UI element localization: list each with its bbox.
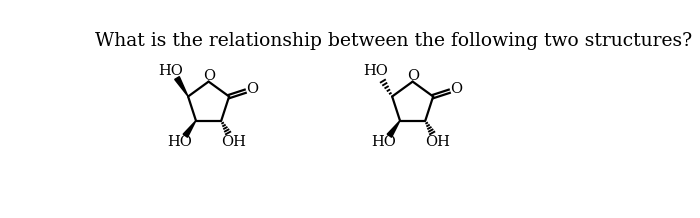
- Text: O: O: [450, 82, 462, 96]
- Text: What is the relationship between the following two structures?: What is the relationship between the fol…: [95, 32, 692, 50]
- Text: O: O: [246, 82, 258, 96]
- Text: HO: HO: [159, 64, 183, 78]
- Text: HO: HO: [363, 64, 388, 78]
- Polygon shape: [175, 77, 188, 97]
- Text: HO: HO: [167, 135, 192, 149]
- Text: O: O: [203, 69, 216, 83]
- Text: O: O: [407, 69, 419, 83]
- Text: OH: OH: [221, 135, 246, 149]
- Text: HO: HO: [371, 135, 396, 149]
- Polygon shape: [387, 121, 400, 137]
- Polygon shape: [183, 121, 196, 137]
- Text: OH: OH: [426, 135, 450, 149]
